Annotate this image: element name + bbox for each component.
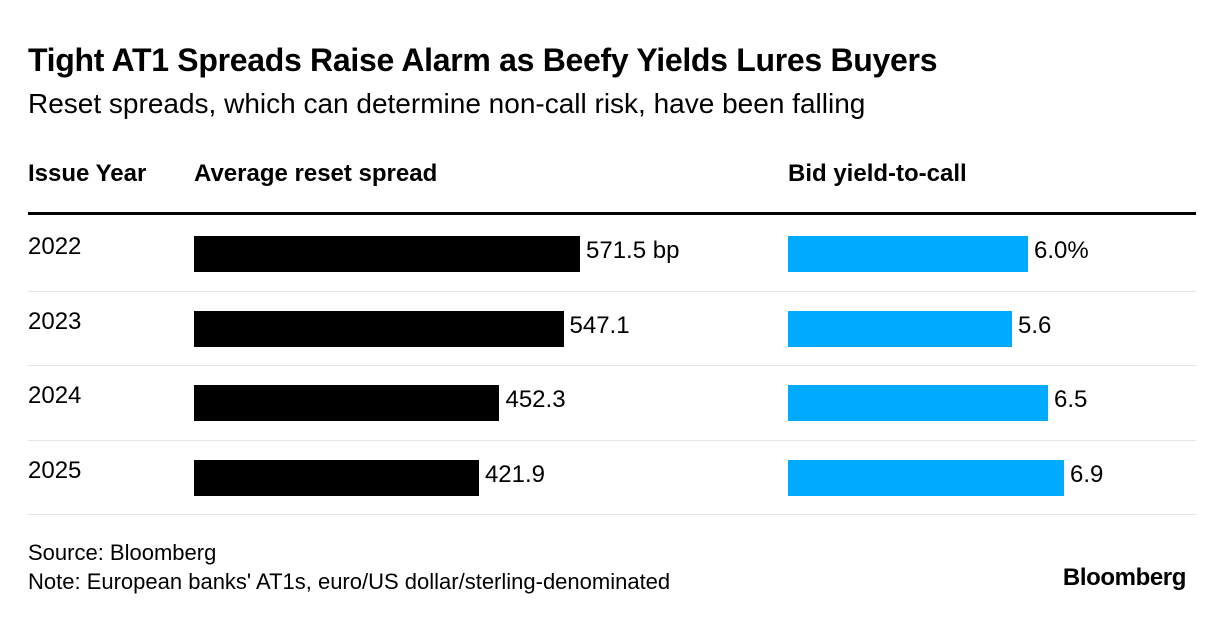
chart-subtitle: Reset spreads, which can determine non-c… xyxy=(28,88,866,119)
row-year-2022: 2022 xyxy=(28,233,82,261)
row-divider-2024 xyxy=(28,439,1196,441)
bloomberg-logo: Bloomberg xyxy=(1062,564,1186,591)
spread-value-2022: 571.5 bp xyxy=(586,237,680,265)
row-year-2023: 2023 xyxy=(28,307,82,335)
row-divider-2023 xyxy=(28,365,1196,366)
yield-value-2025: 6.9 xyxy=(1070,460,1104,488)
row-divider-2022 xyxy=(28,290,1196,292)
yield-value-2022: 6.0% xyxy=(1034,237,1089,265)
spread-bar-2022 xyxy=(194,236,580,273)
spread-bar-2023 xyxy=(194,310,564,347)
yield-bar-2022 xyxy=(788,236,1028,273)
spread-bar-2024 xyxy=(194,385,500,422)
spread-value-2024: 452.3 xyxy=(505,386,566,414)
column-header-average-reset-spread: Average reset spread xyxy=(194,160,438,187)
row-divider-2025 xyxy=(28,514,1196,515)
column-header-issue-year: Issue Year xyxy=(28,160,147,187)
yield-bar-2024 xyxy=(788,385,1048,422)
footnote: Note: European banks' AT1s, euro/US doll… xyxy=(28,569,671,594)
column-header-bid-yield-to-call: Bid yield-to-call xyxy=(788,160,967,187)
yield-bar-2023 xyxy=(788,310,1012,347)
yield-bar-2025 xyxy=(788,459,1064,496)
row-year-2024: 2024 xyxy=(28,382,82,410)
yield-value-2023: 5.6 xyxy=(1018,311,1052,339)
source-note: Source: Bloomberg xyxy=(28,540,217,565)
row-year-2025: 2025 xyxy=(28,456,82,484)
spread-value-2023: 547.1 xyxy=(569,311,630,339)
spread-value-2025: 421.9 xyxy=(484,460,546,488)
spread-bar-2025 xyxy=(194,459,479,496)
header-divider xyxy=(28,212,1196,215)
chart-title: Tight AT1 Spreads Raise Alarm as Beefy Y… xyxy=(28,42,938,78)
yield-value-2024: 6.5 xyxy=(1054,386,1088,414)
